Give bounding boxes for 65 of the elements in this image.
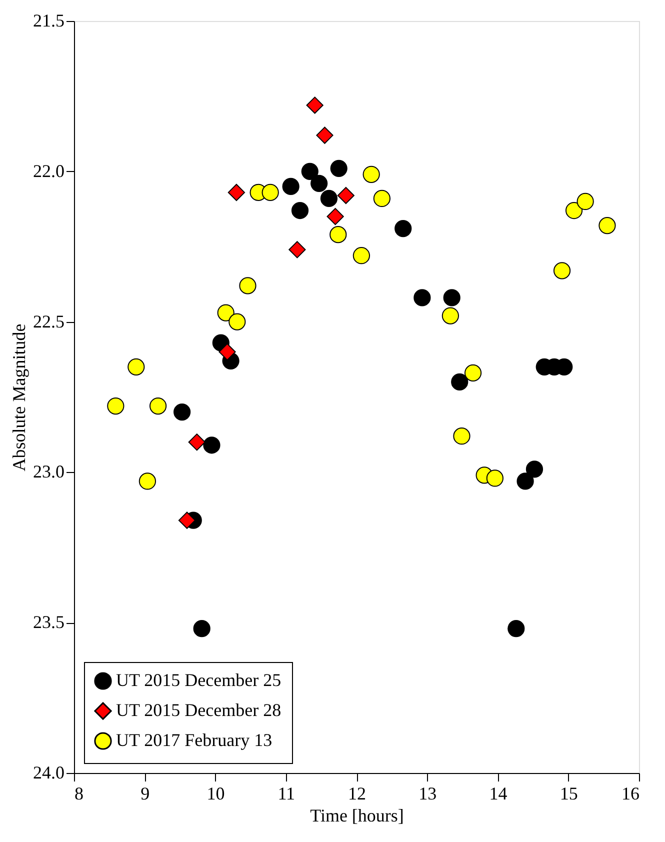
y-tick-label: 23.5 xyxy=(33,612,64,632)
point xyxy=(553,262,571,280)
point xyxy=(373,190,390,208)
point xyxy=(228,184,245,202)
point xyxy=(442,307,459,324)
point xyxy=(291,202,309,220)
point xyxy=(464,364,482,382)
point xyxy=(217,304,234,322)
point xyxy=(149,397,167,415)
point xyxy=(516,472,534,490)
point xyxy=(301,162,318,180)
y-tick-label: 23.0 xyxy=(33,462,64,482)
point xyxy=(526,460,544,478)
point xyxy=(576,192,594,210)
point xyxy=(173,403,191,421)
x-tick-label: 11 xyxy=(278,784,296,804)
x-tick-label: 15 xyxy=(560,784,578,804)
point xyxy=(310,174,328,192)
y-tick-label: 22.5 xyxy=(33,311,64,332)
point xyxy=(282,178,300,195)
x-tick-label: 12 xyxy=(348,784,366,804)
y-tick-label: 22.0 xyxy=(33,160,64,181)
x-tick-label: 9 xyxy=(140,784,150,804)
point xyxy=(316,126,334,144)
point xyxy=(414,289,431,306)
point xyxy=(138,472,156,490)
point xyxy=(486,470,504,487)
y-tick-label: 24.0 xyxy=(33,762,64,782)
point xyxy=(326,208,344,226)
point xyxy=(337,186,354,204)
point xyxy=(107,397,124,415)
x-tick-label: 8 xyxy=(74,784,84,804)
point xyxy=(394,220,412,238)
point xyxy=(362,166,380,183)
point xyxy=(203,436,220,454)
point xyxy=(228,313,246,330)
point xyxy=(239,277,256,294)
point xyxy=(453,428,470,445)
point xyxy=(128,358,145,376)
point xyxy=(306,96,324,114)
y-axis-title: Absolute Magnitude xyxy=(9,324,29,472)
point xyxy=(330,226,347,244)
point xyxy=(262,184,279,201)
point xyxy=(565,202,583,220)
legend-label: UT 2015 December 25 xyxy=(116,670,282,690)
x-tick-label: 14 xyxy=(489,784,508,804)
point xyxy=(508,620,525,638)
point xyxy=(443,289,460,306)
point xyxy=(598,217,616,234)
point xyxy=(320,190,338,208)
point xyxy=(218,343,236,360)
x-tick-label: 16 xyxy=(622,784,640,804)
point xyxy=(352,247,370,264)
y-tick-label: 21.5 xyxy=(33,10,64,30)
x-tick-label: 10 xyxy=(206,784,225,804)
legend-label: UT 2015 December 28 xyxy=(116,700,282,720)
point xyxy=(188,434,206,451)
point xyxy=(193,620,210,638)
point xyxy=(178,512,196,529)
point xyxy=(330,160,348,177)
x-axis-title: Time [hours] xyxy=(310,806,404,826)
point xyxy=(288,241,306,258)
x-tick-label: 13 xyxy=(418,784,437,804)
point xyxy=(451,373,468,391)
legend-label: UT 2017 February 13 xyxy=(116,730,272,750)
